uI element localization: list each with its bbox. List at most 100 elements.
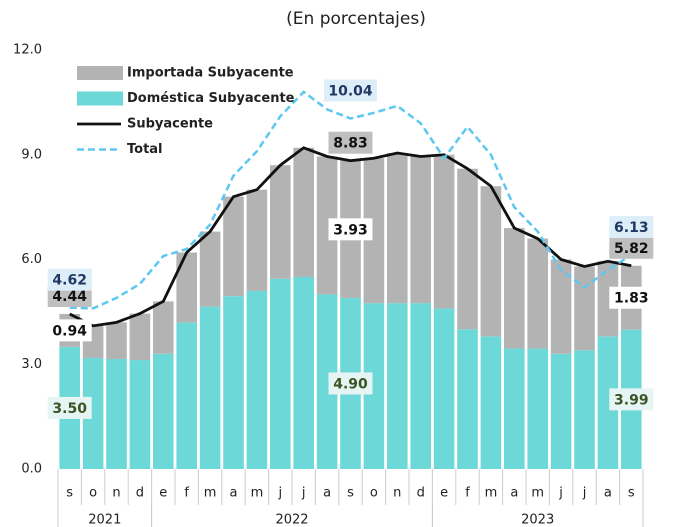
bar xyxy=(363,303,385,469)
bar xyxy=(457,168,478,330)
value-label-bg xyxy=(47,319,92,342)
x-tick-label: a xyxy=(230,486,238,501)
bar xyxy=(316,156,338,295)
bar xyxy=(433,154,455,309)
value-label: 10.04 xyxy=(328,83,373,99)
x-group-label: 2022 xyxy=(275,513,308,527)
value-label: 3.50 xyxy=(52,401,87,417)
bar xyxy=(433,308,455,469)
bar xyxy=(270,278,291,469)
value-label-bg xyxy=(328,218,373,241)
bar xyxy=(574,350,595,469)
value-label: 6.13 xyxy=(614,220,649,236)
x-tick-label: m xyxy=(531,486,544,501)
x-tick-label: s xyxy=(66,486,73,501)
value-label: 8.83 xyxy=(333,136,368,152)
bar xyxy=(153,353,174,469)
x-tick-label: o xyxy=(89,486,97,501)
x-tick-label: n xyxy=(393,486,401,501)
value-label-bg xyxy=(47,396,92,419)
bar xyxy=(199,231,221,307)
y-tick-label: 9.0 xyxy=(21,147,42,162)
legend-swatch xyxy=(77,91,123,106)
x-tick-label: s xyxy=(628,486,635,501)
bar xyxy=(480,336,502,469)
x-tick-label: f xyxy=(184,486,189,501)
value-label-bg xyxy=(47,268,92,291)
x-tick-label: m xyxy=(251,486,264,501)
bar xyxy=(129,313,151,361)
bar xyxy=(223,196,244,297)
value-label: 3.93 xyxy=(333,222,368,238)
bar xyxy=(176,252,197,323)
x-group-label: 2023 xyxy=(521,513,554,527)
bar xyxy=(293,147,314,277)
bar xyxy=(597,336,619,469)
bar xyxy=(527,348,548,469)
x-tick-label: f xyxy=(465,486,470,501)
x-tick-label: j xyxy=(558,486,563,501)
y-tick-label: 12.0 xyxy=(13,43,42,58)
value-label: 5.82 xyxy=(614,241,649,257)
value-label-bg xyxy=(609,286,654,309)
legend-label: Subyacente xyxy=(127,117,213,132)
x-tick-label: s xyxy=(347,486,354,501)
bar xyxy=(480,186,502,337)
bar xyxy=(504,348,525,469)
x-tick-label: a xyxy=(323,486,331,501)
value-label-bg xyxy=(609,215,654,238)
bar xyxy=(387,303,408,469)
x-group-label: 2021 xyxy=(88,513,121,527)
bar xyxy=(574,266,595,351)
value-label-bg xyxy=(328,372,373,395)
bar xyxy=(550,353,572,469)
bar xyxy=(106,322,127,360)
bar xyxy=(270,165,291,279)
bar xyxy=(106,359,127,469)
bar xyxy=(410,303,431,469)
bar xyxy=(199,306,221,469)
x-tick-label: j xyxy=(301,486,306,501)
value-label: 0.94 xyxy=(52,323,87,339)
x-tick-label: m xyxy=(485,486,498,501)
value-label: 1.83 xyxy=(614,291,649,307)
bar xyxy=(293,276,314,469)
value-label-bg xyxy=(609,388,654,411)
value-label: 4.44 xyxy=(52,289,87,305)
bar xyxy=(246,290,268,469)
bar xyxy=(129,360,151,469)
y-tick-label: 6.0 xyxy=(21,252,42,267)
bar xyxy=(387,153,408,304)
value-label-bg xyxy=(328,131,373,154)
bar xyxy=(363,158,385,304)
legend-swatch xyxy=(77,66,123,80)
bar xyxy=(176,322,197,469)
bar xyxy=(410,156,431,304)
value-label: 4.90 xyxy=(333,376,368,392)
value-label-bg xyxy=(609,236,654,259)
bar xyxy=(457,329,478,469)
legend-label: Doméstica Subyacente xyxy=(127,91,295,106)
value-label: 4.62 xyxy=(52,273,87,289)
value-label-bg xyxy=(324,79,377,102)
x-tick-label: a xyxy=(510,486,518,501)
chart-title: (En porcentajes) xyxy=(286,9,426,29)
legend-label: Importada Subyacente xyxy=(127,66,294,81)
x-tick-label: o xyxy=(370,486,378,501)
bar xyxy=(316,294,338,469)
x-tick-label: m xyxy=(204,486,217,501)
bar xyxy=(597,261,619,337)
x-tick-label: d xyxy=(136,486,144,501)
x-tick-label: d xyxy=(417,486,425,501)
bar xyxy=(82,357,104,469)
bar xyxy=(504,228,525,349)
bar xyxy=(223,296,244,469)
bar xyxy=(246,189,268,291)
x-tick-label: a xyxy=(604,486,612,501)
bar xyxy=(527,238,548,349)
legend-label: Total xyxy=(127,142,163,157)
bar xyxy=(153,301,174,354)
x-tick-label: n xyxy=(112,486,120,501)
